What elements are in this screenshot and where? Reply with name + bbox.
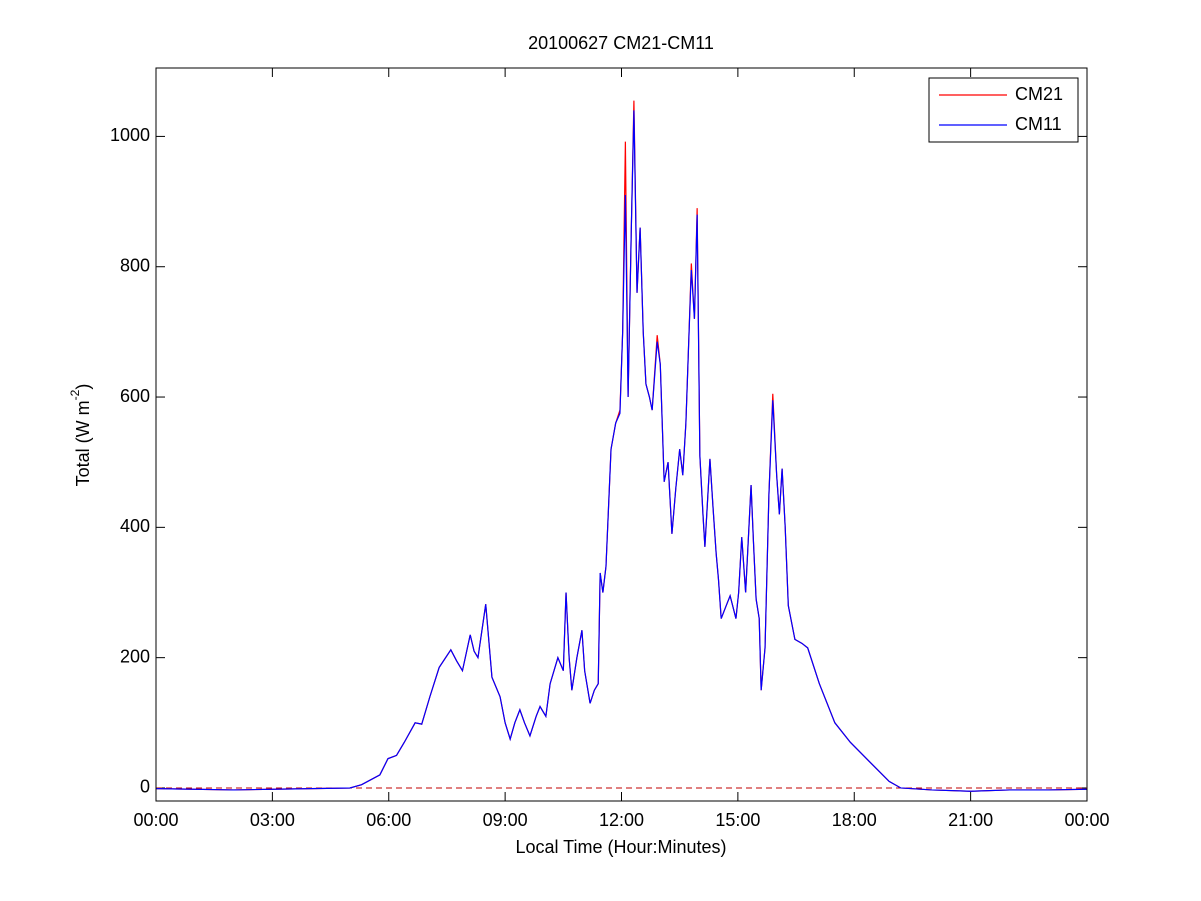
y-axis-label-sup: -2 [68, 389, 82, 400]
y-tick-label: 800 [120, 255, 150, 275]
x-tick-label: 00:00 [133, 810, 178, 830]
x-axis-label: Local Time (Hour:Minutes) [515, 837, 726, 857]
y-tick-label: 1000 [110, 125, 150, 145]
x-tick-label: 06:00 [366, 810, 411, 830]
x-tick-label: 18:00 [832, 810, 877, 830]
x-tick-label: 21:00 [948, 810, 993, 830]
x-tick-label: 09:00 [483, 810, 528, 830]
legend-label: CM21 [1015, 84, 1063, 104]
y-axis-label: Total (W m-2) [68, 384, 93, 487]
y-tick-label: 600 [120, 386, 150, 406]
plot-area [156, 68, 1087, 801]
y-axis-label-close: ) [73, 384, 93, 390]
x-tick-label: 03:00 [250, 810, 295, 830]
x-tick-label: 12:00 [599, 810, 644, 830]
y-tick-label: 400 [120, 516, 150, 536]
plot-frame [155, 67, 1088, 802]
y-tick-label: 200 [120, 646, 150, 666]
chart-title: 20100627 CM21-CM11 [528, 33, 714, 53]
legend-box [928, 77, 1079, 143]
series-line [155, 110, 1088, 792]
y-tick-label: 0 [140, 777, 150, 797]
y-axis-label-text: Total (W m [73, 400, 93, 486]
legend-label: CM11 [1015, 114, 1062, 134]
x-tick-label: 00:00 [1064, 810, 1109, 830]
x-tick-label: 15:00 [715, 810, 760, 830]
